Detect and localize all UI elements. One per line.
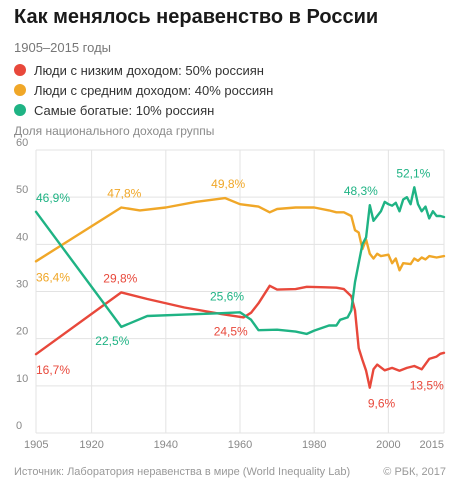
data-label: 22,5% [95,334,129,348]
data-label: 36,4% [36,270,70,284]
x-axis: 1905 1920 1940 1960 1980 2000 2015 [24,439,444,451]
y-tick-label: 30 [16,279,28,291]
chart-title: Как менялось неравенство в России [14,6,379,28]
x-tick-label: 1940 [154,439,178,451]
chart-grid [35,149,445,434]
data-label: 52,1% [396,166,430,180]
data-label: 49,8% [211,177,245,191]
legend-dot-low-income [14,64,26,76]
data-label: 9,6% [368,397,396,411]
data-labels: 16,7% 29,8% 24,5% 9,6% 13,5% 36,4% 47,8% 49,8% 4… [36,166,444,410]
data-label: 16,7% [36,363,70,377]
x-tick-label: 2015 [420,439,444,451]
chart-subtitle: 1905–2015 годы [14,40,112,55]
legend-item-top-income: Самые богатые: 10% россиян [14,100,273,120]
legend-label-low-income: Люди с низким доходом: 50% россиян [34,62,264,78]
y-tick-label: 40 [16,231,28,243]
legend-item-low-income: Люди с низким доходом: 50% россиян [14,60,273,80]
legend-dot-middle-income [14,84,26,96]
legend-label-middle-income: Люди с средним доходом: 40% россиян [34,82,274,98]
data-label: 46,9% [36,191,70,205]
y-tick-label: 20 [16,326,28,338]
data-label: 13,5% [410,378,444,392]
legend-item-middle-income: Люди с средним доходом: 40% россиян [14,80,273,100]
x-tick-label: 1905 [24,439,48,451]
x-tick-label: 1960 [228,439,252,451]
legend-dot-top-income [14,104,26,116]
chart-legend: Люди с низким доходом: 50% россиян Люди … [14,60,273,120]
x-tick-label: 1920 [79,439,103,451]
credit-note: © РБК, 2017 [383,466,446,478]
x-tick-label: 1980 [302,439,326,451]
y-tick-label: 60 [16,137,28,149]
data-label: 24,5% [214,324,248,338]
series-line-2 [34,186,446,336]
source-note: Источник: Лаборатория неравенства в мире… [14,466,351,478]
series-lines [34,186,446,389]
data-label: 29,8% [103,271,137,285]
legend-label-top-income: Самые богатые: 10% россиян [34,102,215,118]
data-label: 48,3% [344,184,378,198]
line-chart: 1905 1920 1940 1960 1980 2000 2015 0 10 20 30 40 50… [16,137,446,451]
data-label: 47,8% [107,187,141,201]
x-tick-label: 2000 [376,439,400,451]
y-axis: 0 10 20 30 40 50 60 [16,137,28,432]
data-label: 25,6% [210,289,244,303]
y-tick-label: 50 [16,184,28,196]
y-tick-label: 0 [16,420,22,432]
y-axis-label: Доля национального дохода группы [14,124,215,138]
y-tick-label: 10 [16,373,28,385]
